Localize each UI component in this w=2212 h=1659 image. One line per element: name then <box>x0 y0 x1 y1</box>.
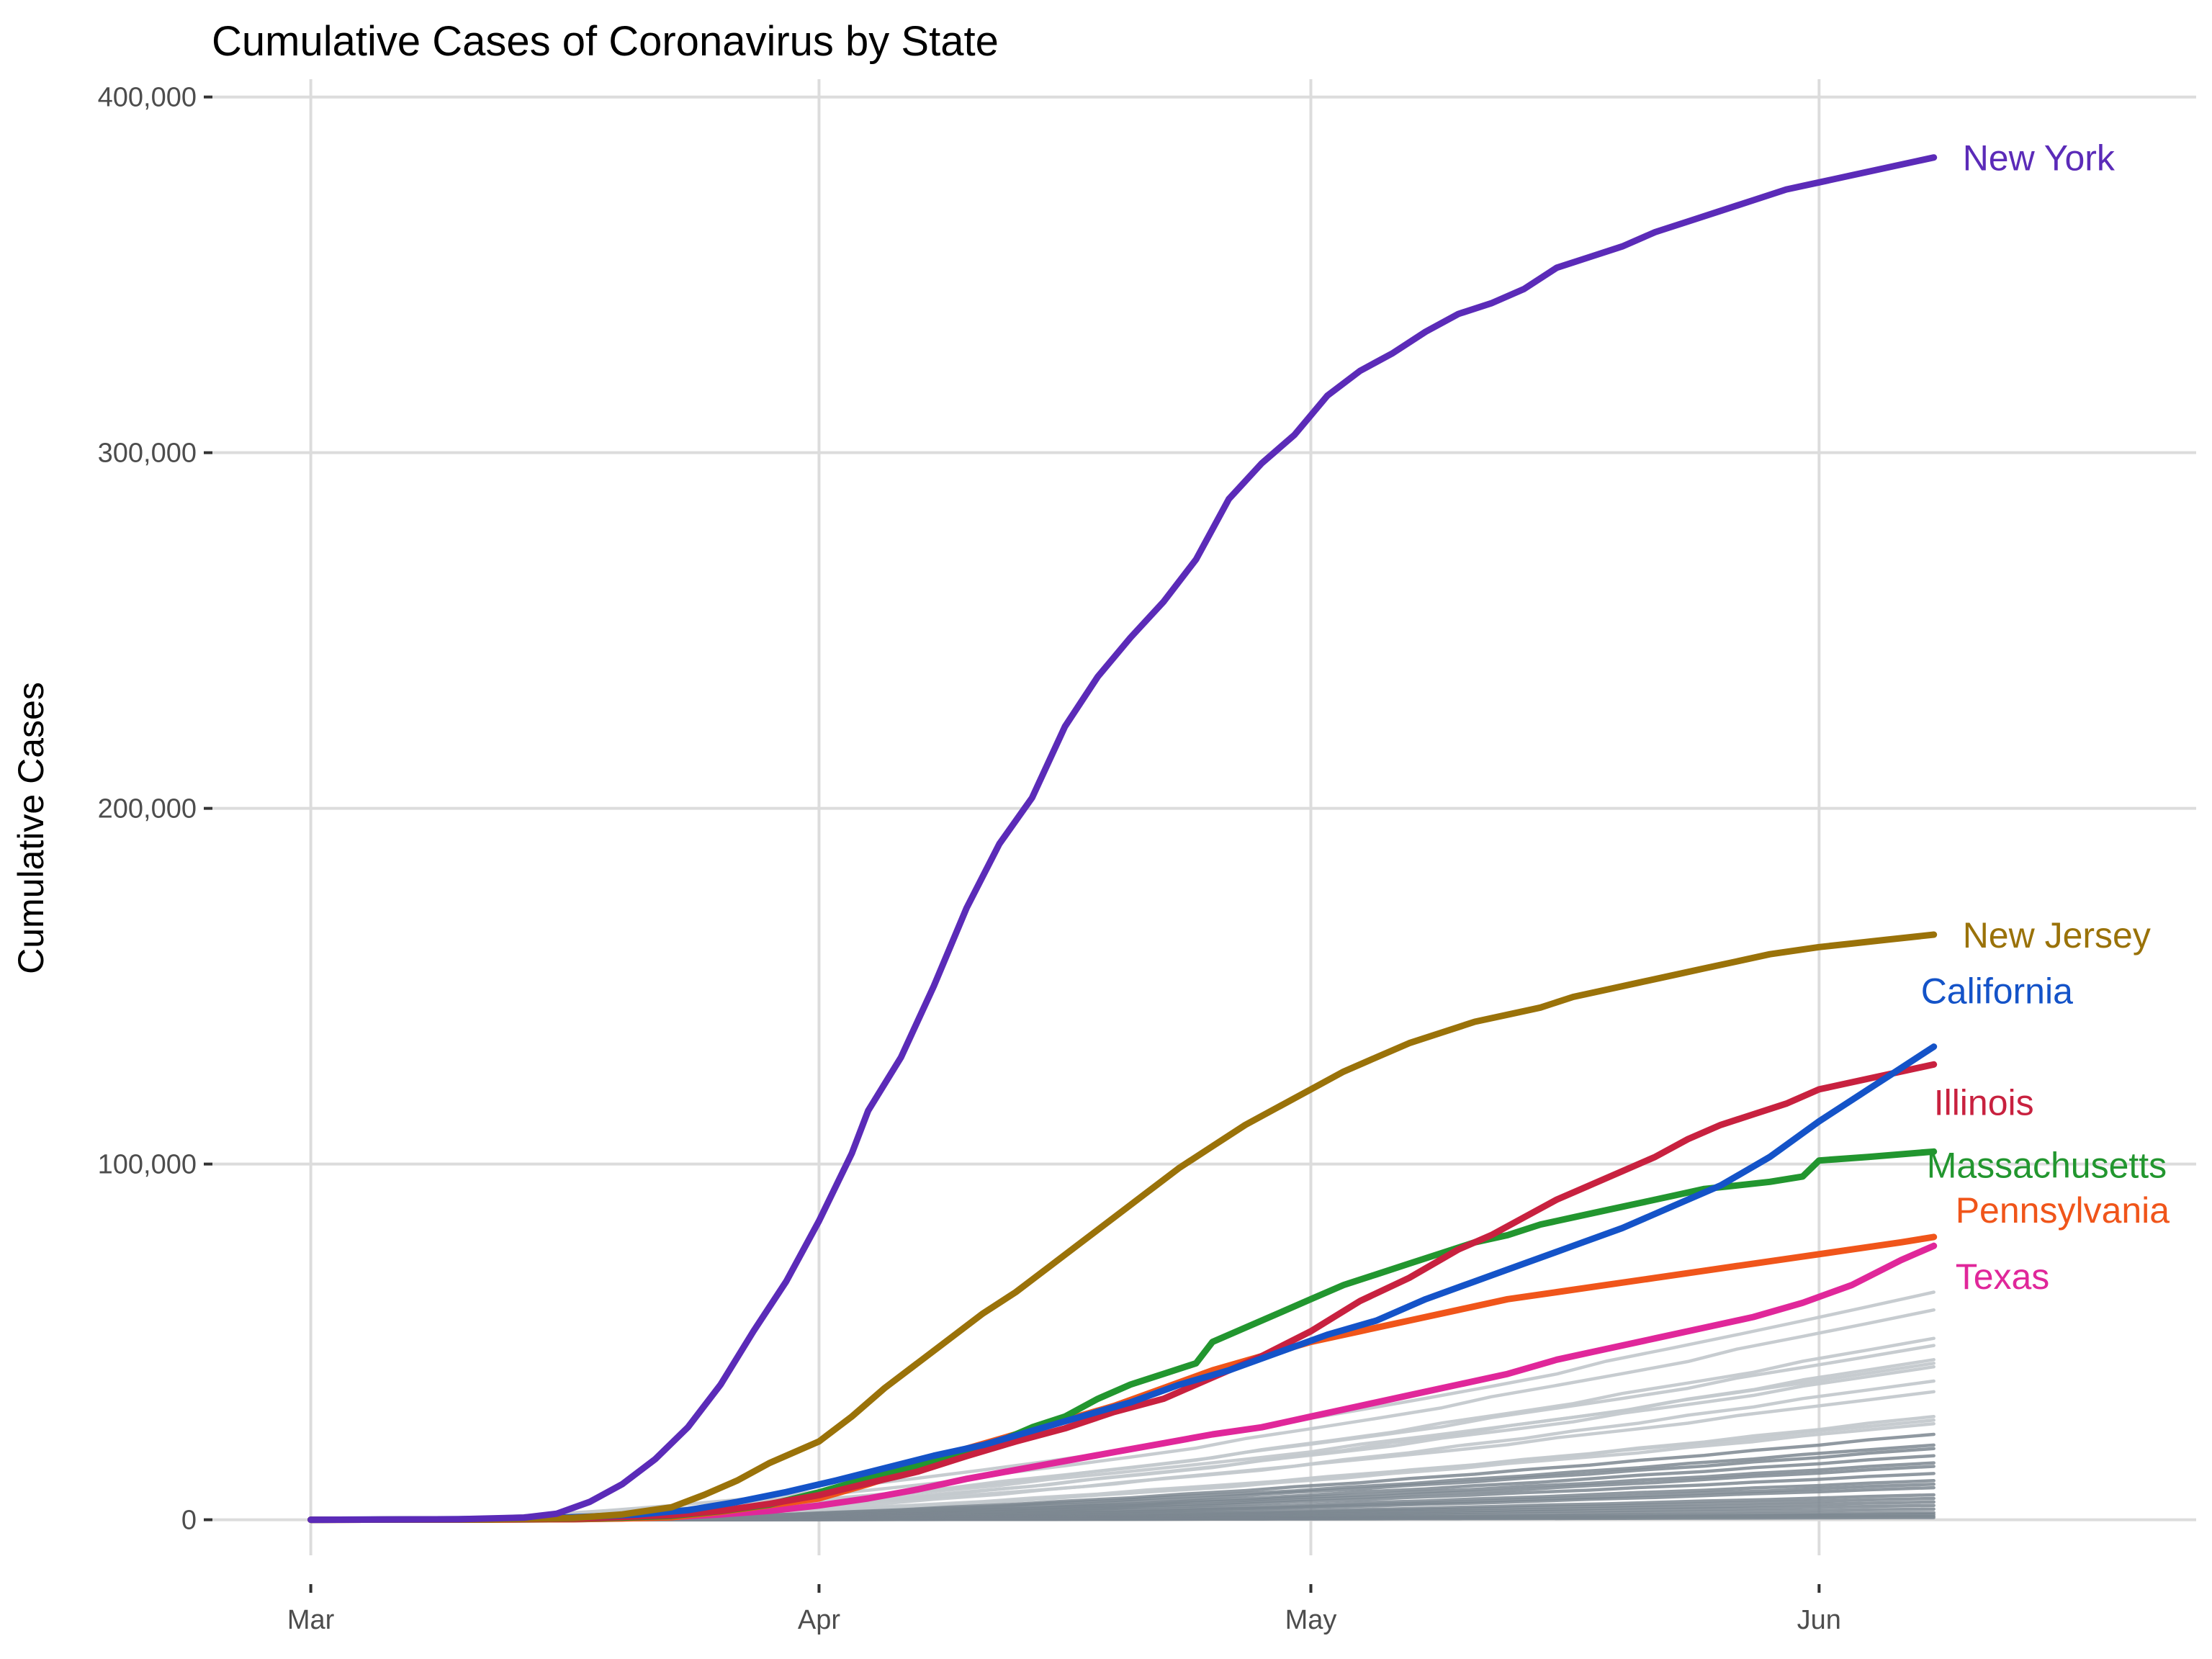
highlighted-state-lines <box>307 154 1938 1524</box>
series-label-pennsylvania: Pennsylvania <box>1956 1190 2170 1231</box>
series-label-texas: Texas <box>1956 1256 2050 1297</box>
series-line-new-york <box>307 154 1938 1524</box>
x-tick-label: May <box>1285 1605 1337 1635</box>
series-labels: New York New Jersey California Illinois Mass… <box>1921 138 2170 1298</box>
series-label-massachusetts: Massachusetts <box>1927 1145 2167 1185</box>
x-tick-label: Jun <box>1797 1605 1841 1635</box>
x-tick-label: Mar <box>287 1605 335 1635</box>
series-label-new-york: New York <box>1963 138 2116 179</box>
x-tick-label: Apr <box>798 1605 840 1635</box>
gridlines <box>212 79 2196 1555</box>
y-tick-label: 300,000 <box>98 439 197 469</box>
series-label-new-jersey: New Jersey <box>1963 915 2151 956</box>
series-line-new-jersey <box>307 931 1938 1524</box>
y-tick-label: 0 <box>181 1506 197 1536</box>
series-line-illinois <box>307 1061 1938 1524</box>
background-state-line <box>309 1516 1936 1521</box>
axes: 0 100,000 200,000 300,000 400,000 Mar Apr May Ju… <box>98 83 1841 1635</box>
series-line-california <box>307 1043 1938 1524</box>
series-label-illinois: Illinois <box>1934 1082 2034 1123</box>
chart-title: Cumulative Cases of Coronavirus by State <box>212 18 999 65</box>
y-tick-label: 100,000 <box>98 1150 197 1180</box>
y-axis-title: Cumulative Cases <box>11 682 51 974</box>
y-tick-label: 200,000 <box>98 794 197 824</box>
y-tick-label: 400,000 <box>98 83 197 113</box>
series-label-california: California <box>1921 971 2073 1012</box>
